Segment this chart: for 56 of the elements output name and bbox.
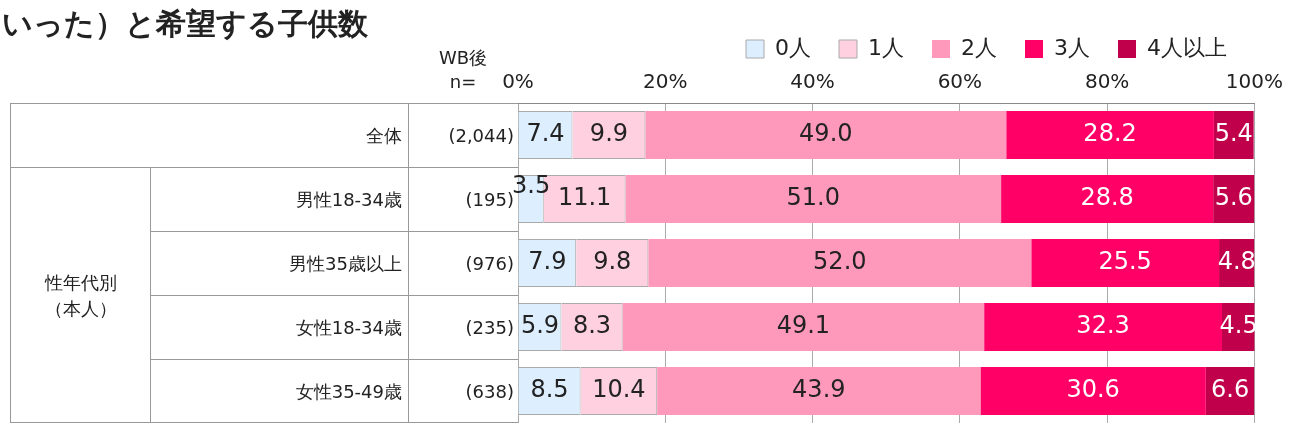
data-label: 7.9 bbox=[528, 247, 567, 276]
bar bbox=[648, 239, 1032, 287]
text: WB後 n= bbox=[438, 47, 488, 92]
text: (235) bbox=[408, 295, 518, 359]
x-tick-label: 60% bbox=[937, 69, 983, 94]
legend-label: 0人 bbox=[775, 34, 812, 60]
text: (976) bbox=[408, 231, 518, 295]
x-tick-label: 100% bbox=[1225, 69, 1283, 94]
data-label: 6.6 bbox=[1211, 375, 1250, 404]
x-tick-label: 0% bbox=[502, 69, 534, 94]
data-label: 4.8 bbox=[1217, 247, 1256, 276]
data-label: 5.6 bbox=[1214, 183, 1253, 212]
data-label: 28.2 bbox=[1083, 119, 1137, 148]
y-tick-label: 男性35歳以上 bbox=[150, 231, 408, 295]
text: いった）と希望する子供数 bbox=[2, 5, 368, 43]
data-label: 5.4 bbox=[1214, 119, 1253, 148]
data-label: 4.5 bbox=[1219, 311, 1258, 340]
data-label: 32.3 bbox=[1076, 311, 1130, 340]
text: (638) bbox=[408, 359, 518, 423]
bar bbox=[980, 367, 1206, 415]
data-label: 49.1 bbox=[776, 311, 831, 340]
data-label: 9.8 bbox=[593, 247, 632, 276]
data-label: 25.5 bbox=[1098, 247, 1152, 276]
bar bbox=[645, 111, 1007, 159]
data-label: 49.0 bbox=[799, 119, 853, 148]
data-label: 43.9 bbox=[792, 375, 846, 404]
legend-label: 2人 bbox=[961, 34, 998, 60]
data-label: 30.6 bbox=[1066, 375, 1120, 404]
legend-label: 4人以上 bbox=[1147, 34, 1227, 60]
data-label: 8.3 bbox=[572, 311, 612, 340]
bar bbox=[1006, 111, 1214, 159]
y-tick-label: 女性18-34歳 bbox=[150, 295, 408, 359]
bar bbox=[1031, 239, 1220, 287]
legend-label: 3人 bbox=[1054, 34, 1091, 60]
bar bbox=[625, 175, 1002, 223]
x-tick-label: 80% bbox=[1084, 69, 1130, 94]
bar bbox=[622, 303, 985, 351]
data-label: 8.5 bbox=[530, 375, 569, 404]
data-label: 11.1 bbox=[557, 183, 612, 212]
data-label: 51.0 bbox=[786, 183, 841, 212]
x-tick-label: 20% bbox=[643, 69, 688, 94]
y-tick-label: 女性35-49歳 bbox=[150, 359, 408, 423]
bar bbox=[1001, 175, 1214, 223]
y-tick-label: 全体 bbox=[150, 103, 408, 167]
text: 性年代別（本人） bbox=[43, 270, 118, 321]
data-label: 10.4 bbox=[592, 375, 646, 404]
data-label: 7.4 bbox=[526, 119, 565, 148]
data-label: 5.9 bbox=[520, 311, 560, 340]
data-label: 52.0 bbox=[813, 247, 867, 276]
y-tick-label: 男性18-34歳 bbox=[150, 167, 408, 231]
x-tick-label: 40% bbox=[790, 69, 835, 94]
text: (2,044) bbox=[408, 103, 518, 167]
data-label: 9.9 bbox=[589, 119, 629, 148]
bar bbox=[657, 367, 981, 415]
legend-label: 1人 bbox=[868, 34, 905, 60]
data-label: 28.8 bbox=[1080, 183, 1134, 212]
